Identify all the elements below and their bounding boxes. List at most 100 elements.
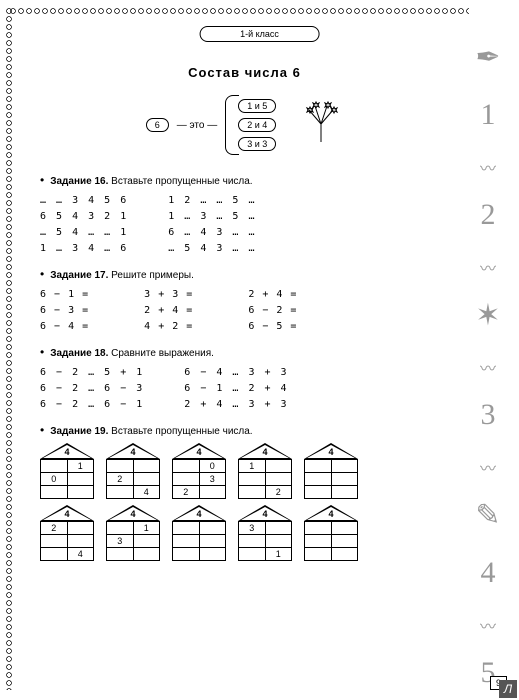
decor-glyph: ✎ <box>475 498 500 533</box>
composition-main-number: 6 <box>146 118 169 132</box>
task-column: 6 − 2 … 5 + 1 6 − 2 … 6 − 3 6 − 2 … 6 − … <box>40 365 144 413</box>
task-column: 2 + 4 = 6 − 2 = 6 − 5 = <box>248 287 297 335</box>
task-column: … … 3 4 5 6 6 5 4 3 2 1 … 5 4 … … 1 1 … … <box>40 193 128 257</box>
decor-glyph: 〰 <box>473 455 503 475</box>
decor-glyph: 〰 <box>473 355 503 375</box>
task-heading: Задание 17. Решите примеры. <box>40 267 449 281</box>
house-top-number: 4 <box>325 509 337 519</box>
house-cell <box>41 535 68 548</box>
decor-glyph: 〰 <box>473 155 503 175</box>
decor-glyph: 〰 <box>473 613 503 633</box>
task-19: Задание 19. Вставьте пропущенные числа. 4… <box>40 423 449 561</box>
house-cell <box>331 535 358 548</box>
house-cell <box>265 522 292 535</box>
task-column: 6 − 4 … 3 + 3 6 − 1 … 2 + 4 2 + 4 … 3 + … <box>184 365 288 413</box>
decor-glyph: 3 <box>481 398 496 432</box>
house-cell <box>305 548 332 561</box>
task-heading: Задание 16. Вставьте пропущенные числа. <box>40 173 449 187</box>
house-top-number: 4 <box>61 509 73 519</box>
house-cell <box>107 486 134 499</box>
house-cell <box>199 522 226 535</box>
task-column: 3 + 3 = 2 + 4 = 4 + 2 = <box>144 287 193 335</box>
house-cell: 3 <box>107 535 134 548</box>
house-cell: 2 <box>173 486 200 499</box>
house-cell: 1 <box>133 522 160 535</box>
house-row: 42441344314 <box>40 505 449 561</box>
house-cell: 4 <box>133 486 160 499</box>
number-house: 4 <box>304 443 358 499</box>
house-cell <box>67 486 94 499</box>
firework-icon <box>299 100 343 151</box>
house-cell <box>107 460 134 473</box>
house-cell: 2 <box>107 473 134 486</box>
task-columns: 6 − 1 = 6 − 3 = 6 − 4 = 3 + 3 = 2 + 4 = 4… <box>40 287 449 335</box>
composition-part: 3 и 3 <box>238 137 276 151</box>
house-cell: 1 <box>265 548 292 561</box>
right-decoration-strip: ✒1〰2〰✶〰3〰✎4〰5 <box>465 40 511 690</box>
task-column: 1 2 … … 5 … 1 … 3 … 5 … 6 … 4 3 … … … 5 … <box>168 193 256 257</box>
house-cell <box>41 460 68 473</box>
house-cell: 3 <box>239 522 266 535</box>
house-top-number: 4 <box>127 509 139 519</box>
house-cell <box>173 473 200 486</box>
house-cell <box>67 473 94 486</box>
house-cell: 2 <box>41 522 68 535</box>
number-house: 4 032 <box>172 443 226 499</box>
number-house: 4 <box>304 505 358 561</box>
house-row: 41042440324124 <box>40 443 449 499</box>
house-cell <box>331 486 358 499</box>
number-house: 4 <box>172 505 226 561</box>
house-cell <box>305 460 332 473</box>
house-cell <box>331 548 358 561</box>
composition-part: 2 и 4 <box>238 118 276 132</box>
number-house: 424 <box>40 505 94 561</box>
decor-glyph: 〰 <box>473 255 503 275</box>
house-top-number: 4 <box>259 447 271 457</box>
house-cell <box>199 548 226 561</box>
number-house: 4 3 1 <box>238 505 292 561</box>
task-16: Задание 16. Вставьте пропущенные числа. …… <box>40 173 449 257</box>
number-house: 424 <box>106 443 160 499</box>
house-top-number: 4 <box>193 447 205 457</box>
task-column: 6 − 1 = 6 − 3 = 6 − 4 = <box>40 287 89 335</box>
house-cell <box>133 548 160 561</box>
top-border-chain <box>10 8 469 14</box>
house-cell <box>173 548 200 561</box>
house-cell: 1 <box>239 460 266 473</box>
number-house: 4 13 <box>106 505 160 561</box>
house-cell: 3 <box>199 473 226 486</box>
house-cell <box>133 535 160 548</box>
decor-glyph: 2 <box>481 198 496 232</box>
number-house: 412 <box>238 443 292 499</box>
house-top-number: 4 <box>127 447 139 457</box>
house-top-number: 4 <box>61 447 73 457</box>
house-top-number: 4 <box>259 509 271 519</box>
house-cell <box>331 522 358 535</box>
house-cell <box>41 486 68 499</box>
house-cell: 0 <box>41 473 68 486</box>
house-cell <box>133 460 160 473</box>
task-columns: 6 − 2 … 5 + 1 6 − 2 … 6 − 3 6 − 2 … 6 − … <box>40 365 449 413</box>
task-17: Задание 17. Решите примеры. 6 − 1 = 6 − 3… <box>40 267 449 335</box>
house-cell: 0 <box>199 460 226 473</box>
house-cell <box>265 460 292 473</box>
house-cell <box>239 548 266 561</box>
house-top-number: 4 <box>325 447 337 457</box>
house-cell <box>239 473 266 486</box>
house-cell <box>265 535 292 548</box>
task-heading: Задание 19. Вставьте пропущенные числа. <box>40 423 449 437</box>
task-columns: … … 3 4 5 6 6 5 4 3 2 1 … 5 4 … … 1 1 … … <box>40 193 449 257</box>
house-cell <box>239 535 266 548</box>
house-cell <box>239 486 266 499</box>
decor-glyph: ✶ <box>475 298 500 333</box>
publisher-corner-mark: Л <box>499 680 517 698</box>
house-cell <box>305 522 332 535</box>
house-cell <box>199 535 226 548</box>
decor-glyph: 1 <box>481 98 496 132</box>
decor-glyph: ✒ <box>475 40 500 75</box>
house-cell <box>331 460 358 473</box>
house-cell <box>173 535 200 548</box>
number-composition-diagram: 6 — это — 1 и 52 и 43 и 3 <box>40 95 449 155</box>
house-cell <box>199 486 226 499</box>
composition-bracket: 1 и 52 и 43 и 3 <box>225 95 276 155</box>
